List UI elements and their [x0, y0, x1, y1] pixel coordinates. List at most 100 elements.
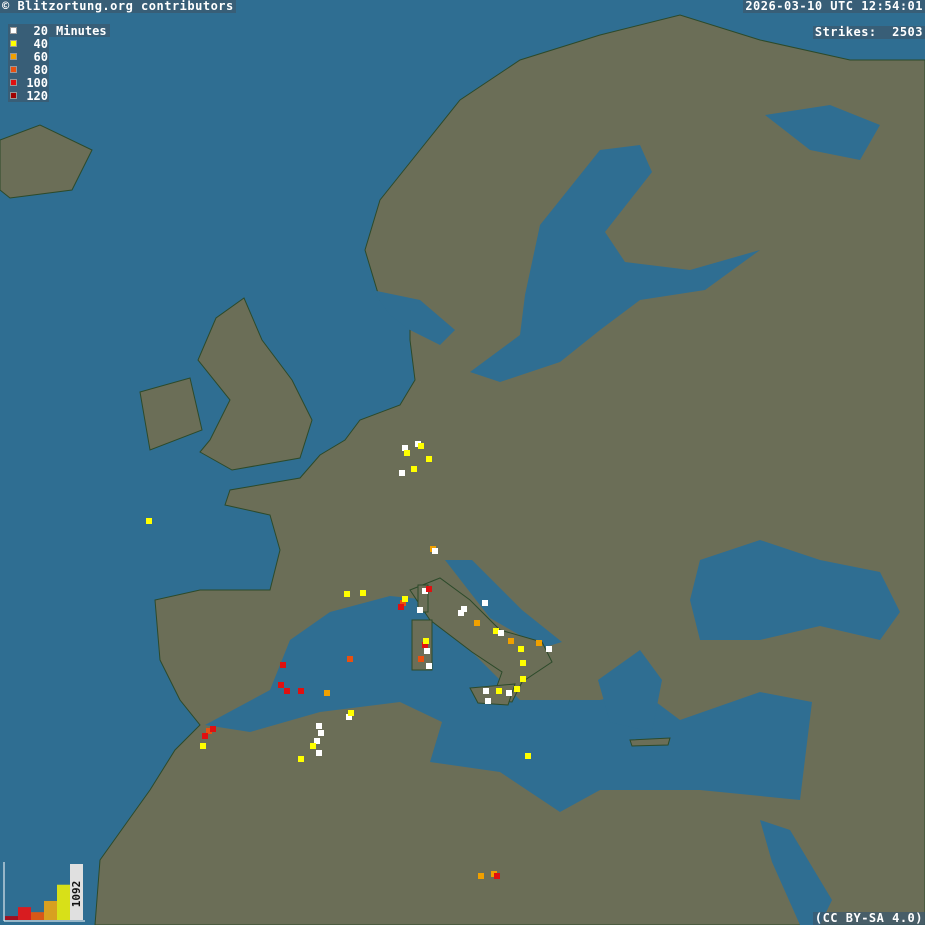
lightning-strike [488, 701, 491, 704]
lightning-strike [287, 691, 290, 694]
lightning-strike [486, 688, 489, 691]
lightning-strike [464, 606, 467, 609]
lightning-strike [314, 741, 317, 744]
lightning-strike [298, 691, 301, 694]
lightning-strike [149, 521, 152, 524]
lightning-strike [514, 689, 517, 692]
lightning-strike [420, 610, 423, 613]
lightning-strike [363, 590, 366, 593]
lightning-strike [482, 600, 485, 603]
lightning-strike [319, 750, 322, 753]
legend-swatch [10, 27, 17, 34]
lightning-strike [349, 717, 352, 720]
lightning-strike [417, 610, 420, 613]
lightning-strike [210, 729, 213, 732]
lightning-strike [415, 441, 418, 444]
legend-label: 60 [33, 49, 48, 64]
lightning-strike [401, 604, 404, 607]
lightning-strike [461, 610, 464, 613]
lightning-strike [202, 736, 205, 739]
lightning-strike [461, 606, 464, 609]
lightning-strike [346, 714, 349, 717]
lightning-strike [461, 613, 464, 616]
lightning-strike [539, 643, 542, 646]
strike-counter: Strikes: 2503 [812, 26, 925, 39]
lightning-strike [423, 641, 426, 644]
lightning-strike [491, 871, 494, 874]
lightning-strike [347, 591, 350, 594]
lightning-strike [316, 753, 319, 756]
baltic-sea [470, 145, 760, 382]
lightning-strike [398, 607, 401, 610]
lightning-strike [549, 649, 552, 652]
histogram-bar [31, 912, 44, 920]
lightning-strike [213, 729, 216, 732]
lightning-strike [398, 604, 401, 607]
lightning-strike [508, 641, 511, 644]
lightning-strike [407, 453, 410, 456]
lightning-strike [351, 710, 354, 713]
lightning-strike [348, 710, 351, 713]
lightning-strike [427, 648, 430, 651]
lightning-strike [278, 682, 281, 685]
legend-label: 40 [33, 36, 48, 51]
lightning-strike [411, 469, 414, 472]
lightning-strike [426, 589, 429, 592]
lightning-strike [200, 743, 203, 746]
legend-swatch [10, 66, 17, 73]
lightning-strike [213, 726, 216, 729]
lightning-strike [493, 631, 496, 634]
lightning-strike [405, 596, 408, 599]
lightning-strike [313, 746, 316, 749]
copyright-label: © Blitzortung.org contributors [0, 0, 236, 13]
legend-swatch [10, 79, 17, 86]
lightning-strike [546, 646, 549, 649]
lightning-strike [318, 730, 321, 733]
lightning-strike [316, 723, 319, 726]
lightning-strike [498, 633, 501, 636]
lightning-strike [494, 876, 497, 879]
lightning-strike [432, 548, 435, 551]
lightning-strike [422, 588, 425, 591]
lightning-strike [424, 651, 427, 654]
lightning-strike [310, 743, 313, 746]
legend-label: 100 [26, 75, 48, 90]
lightning-strike [506, 690, 509, 693]
lightning-strike [429, 586, 432, 589]
lightning-strike [414, 469, 417, 472]
lightning-strike [280, 665, 283, 668]
lightning-strike [518, 649, 521, 652]
lightning-strike [528, 756, 531, 759]
lightning-strike [417, 607, 420, 610]
lightning-strike [508, 638, 511, 641]
lightning-strike [200, 746, 203, 749]
lightning-strike [546, 649, 549, 652]
datetime-label: 2026-03-10 UTC 12:54:01 [743, 0, 925, 13]
lightning-strike [435, 551, 438, 554]
legend-item: 20 Minutes [8, 24, 110, 38]
lightning-strike [360, 590, 363, 593]
lightning-strike [427, 651, 430, 654]
lightning-strike [521, 649, 524, 652]
lightning-strike [485, 603, 488, 606]
lightning-strike [399, 473, 402, 476]
lightning-strike [509, 693, 512, 696]
lightning-strike [536, 643, 539, 646]
lightning-strike [426, 459, 429, 462]
strike-histogram: 1092 [3, 862, 85, 922]
legend-swatch [10, 40, 17, 47]
lightning-strike [418, 656, 421, 659]
lightning-strike [347, 656, 350, 659]
lightning-strike [528, 753, 531, 756]
lightning-strike [317, 738, 320, 741]
lightning-strike [536, 640, 539, 643]
lightning-strike [518, 646, 521, 649]
lightning-strike [402, 445, 405, 448]
lightning-strike [523, 660, 526, 663]
lightning-strike [525, 756, 528, 759]
lightning-strike [494, 873, 497, 876]
legend-item: 40 [8, 36, 49, 51]
lightning-strike [405, 599, 408, 602]
lightning-strike [405, 448, 408, 451]
